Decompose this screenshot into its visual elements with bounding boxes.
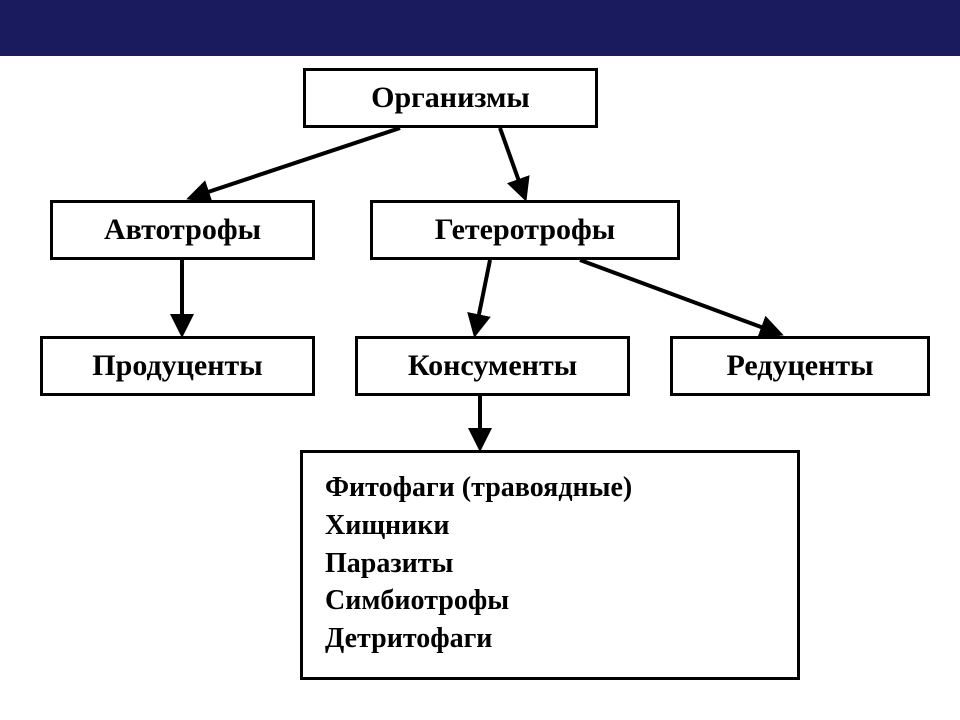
list-item: Паразиты (325, 545, 775, 583)
node-label: Продуценты (92, 349, 262, 383)
node-reducers: Редуценты (670, 336, 930, 396)
node-label: Гетеротрофы (435, 213, 615, 247)
node-label: Организмы (371, 81, 530, 115)
node-consumers: Консументы (355, 336, 630, 396)
node-producers: Продуценты (40, 336, 315, 396)
list-item: Хищники (325, 507, 775, 545)
top-bar (0, 0, 960, 56)
node-label: Редуценты (726, 349, 873, 383)
list-item: Фитофаги (травоядные) (325, 469, 775, 507)
node-autotrophs: Автотрофы (50, 200, 315, 260)
node-label: Автотрофы (104, 213, 261, 247)
list-item: Детритофаги (325, 620, 775, 658)
node-organisms: Организмы (303, 68, 598, 128)
node-consumer-types: Фитофаги (травоядные) Хищники Паразиты С… (300, 450, 800, 680)
diagram-canvas: Организмы Автотрофы Гетеротрофы Продуцен… (0, 0, 960, 720)
list-item: Симбиотрофы (325, 582, 775, 620)
node-label: Консументы (408, 349, 577, 383)
node-heterotrophs: Гетеротрофы (370, 200, 680, 260)
